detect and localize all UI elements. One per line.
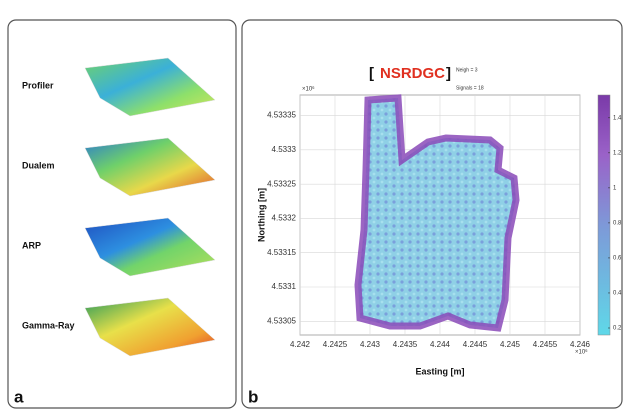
x-tick-label: 4.2435 xyxy=(393,340,418,349)
bracket: [ xyxy=(369,65,374,82)
x-tick-label: 4.2455 xyxy=(533,340,558,349)
x-tick-label: 4.245 xyxy=(500,340,521,349)
colorbar-tick-label: 1.2 xyxy=(613,150,622,156)
panel-label: b xyxy=(248,387,258,406)
x-tick-label: 4.243 xyxy=(360,340,381,349)
x-tick-label: 4.242 xyxy=(290,340,311,349)
annotation: Neigh = 3 xyxy=(456,67,478,73)
panel-label: a xyxy=(14,387,24,406)
figure: ProfilerDualemARPGamma-Ray a b [ NSRDGC … xyxy=(0,0,629,414)
map-layer xyxy=(85,58,215,116)
x-exponent: ×10⁶ xyxy=(575,349,588,356)
map-layer xyxy=(85,298,215,356)
x-tick-label: 4.244 xyxy=(430,340,451,349)
map-label: ARP xyxy=(22,240,41,250)
colorbar-tick-label: 0.4 xyxy=(613,291,622,297)
y-tick-label: 4.5331 xyxy=(272,282,297,291)
y-tick-label: 4.5333 xyxy=(272,145,297,154)
colorbar-tick-label: 1.4 xyxy=(613,115,622,121)
colorbar-tick-label: 0.8 xyxy=(613,220,622,226)
annotation: Signals = 18 xyxy=(456,85,484,91)
y-axis-label: Northing [m] xyxy=(256,188,266,242)
map-layer xyxy=(85,138,215,196)
x-tick-label: 4.2445 xyxy=(463,340,488,349)
x-tick-label: 4.246 xyxy=(570,340,591,349)
x-tick-label: 4.2425 xyxy=(323,340,348,349)
y-tick-label: 4.53305 xyxy=(267,316,296,325)
colorbar-tick-label: 0.2 xyxy=(613,326,622,332)
y-tick-label: 4.53335 xyxy=(267,111,296,120)
colorbar-tick-label: 1 xyxy=(613,185,617,191)
map-label: Gamma-Ray xyxy=(22,320,75,330)
y-exponent: ×10⁶ xyxy=(302,86,315,93)
plot-title: NSRDGC xyxy=(380,65,445,82)
map-label: Profiler xyxy=(22,80,54,90)
map-label: Dualem xyxy=(22,160,55,170)
colorbar xyxy=(598,95,610,335)
bracket: ] xyxy=(446,65,451,82)
y-tick-label: 4.5332 xyxy=(272,214,297,223)
x-axis-label: Easting [m] xyxy=(415,366,464,376)
map-layer xyxy=(85,218,215,276)
y-tick-label: 4.53315 xyxy=(267,248,296,257)
colorbar-tick-label: 0.6 xyxy=(613,255,622,261)
panel-a: Profiler Dualem ARP Gamma-Ray xyxy=(22,58,215,356)
y-tick-label: 4.53325 xyxy=(267,179,296,188)
